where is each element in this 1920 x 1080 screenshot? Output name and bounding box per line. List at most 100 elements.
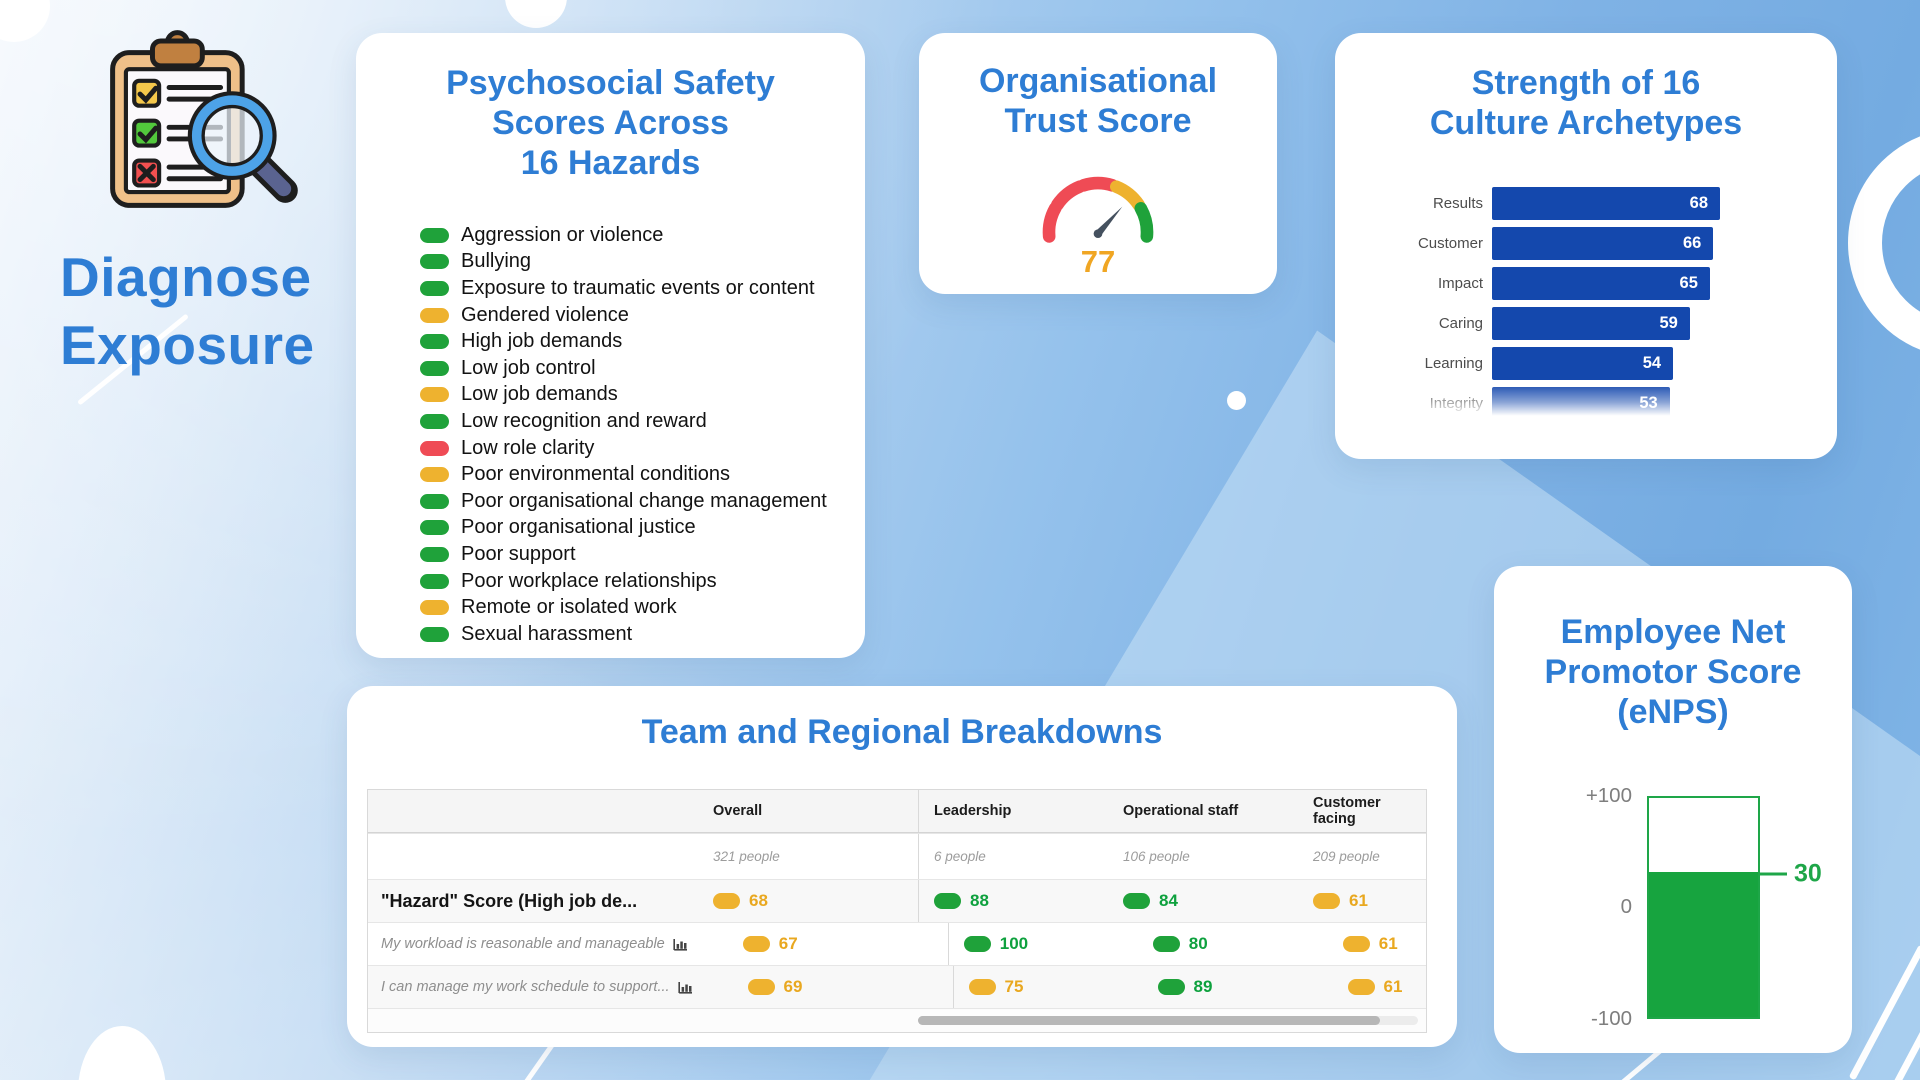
row-label-cell: I can manage my work schedule to support… [368,966,703,1008]
culture-bar-value: 66 [1682,233,1702,252]
people-count: 321 people [713,849,780,864]
score-pill [713,893,740,909]
culture-bar-value: 59 [1659,313,1678,332]
hazard-status-pill [420,626,449,642]
score-value: 67 [778,934,798,953]
score-value: 69 [783,977,803,996]
hazard-status-pill [420,520,449,536]
hazard-status-pill [420,254,449,270]
hazard-label: Poor support [461,542,576,565]
team-regional-breakdowns-card: Team and Regional Breakdowns Overall Lead… [347,686,1457,1047]
hazard-item: Low job control [420,355,855,382]
enps-axis-tick: 0 [1620,895,1632,918]
hazard-label: Low role clarity [461,436,595,459]
gauge-segment [1134,202,1154,243]
hazard-item: Low recognition and reward [420,408,855,435]
score-value: 89 [1193,977,1213,996]
clipboard-magnifier-icon [86,26,302,222]
culture-bar: 54 [1492,346,1674,380]
culture-bar-label: Results [1432,194,1483,212]
section-heading: Diagnose Exposure [60,244,315,379]
enps-axis-tick: -100 [1590,1007,1632,1030]
title-line: Promotor Score [1544,653,1802,692]
trust-card-title: Organisational Trust Score [919,61,1277,141]
enps-card: Employee Net Promotor Score (eNPS) +100 … [1494,566,1852,1053]
title-line: Organisational [978,62,1218,100]
breakdowns-card-title: Team and Regional Breakdowns [641,713,1163,751]
hazard-label: Low recognition and reward [461,409,707,432]
culture-bar-value: 68 [1689,193,1708,212]
enps-bar-chart: +100 0 -100 30 [1494,566,1852,1053]
enps-bar-outline [1647,796,1760,1019]
hazard-label: Sexual harassment [461,622,633,645]
scrollbar-thumb[interactable] [918,1016,1380,1025]
organisational-trust-card: Organisational Trust Score 77 [919,33,1277,294]
culture-card-title: Strength of 16 Culture Archetypes [1335,63,1837,143]
culture-bar-value: 65 [1679,273,1698,292]
score-cell: 69 [703,966,953,1008]
hazard-item: Low role clarity [420,435,855,462]
table-row: I can manage my work schedule to support… [368,965,1426,1008]
culture-bar: 65 [1492,266,1710,300]
score-pill [1123,893,1150,909]
bar-chart-icon[interactable] [673,938,688,951]
title-line: Culture Archetypes [1429,104,1743,143]
table-row: My workload is reasonable and manageable… [368,922,1426,965]
gauge-needle [1095,206,1123,237]
decorative-ellipse [78,1026,166,1080]
culture-bar-label: Learning [1424,354,1483,372]
hazard-list: Aggression or violence Bullying Exposure t… [420,222,855,648]
gauge-segment [1077,176,1119,192]
trust-score-value: 77 [1080,244,1116,279]
hazard-status-pill [420,360,449,376]
score-value: 68 [749,891,768,910]
horizontal-scrollbar[interactable] [918,1016,1418,1025]
hazard-item: Sexual harassment [420,621,855,648]
score-pill [742,936,770,952]
hazard-item: Aggression or violence [420,222,855,249]
score-value: 61 [1349,891,1368,910]
hazard-label: Poor organisational justice [461,516,696,539]
row-label: My workload is reasonable and manageable [381,936,665,952]
people-count [368,834,668,879]
clipboard-magnifier-svg [110,30,298,208]
decorative-ring [1848,128,1920,358]
hazard-label: Remote or isolated work [461,596,677,619]
hazard-label: Low job demands [461,383,618,406]
hazard-status-pill [420,280,449,296]
score-cell: 68 [668,880,918,922]
hazard-item: Low job demands [420,382,855,409]
hazard-label: High job demands [461,330,623,353]
culture-bar-chart: Results 68 Customer 66 Impact 65 Caring 59 Learn… [1335,183,1837,423]
decorative-circle [0,0,50,42]
score-value: 100 [999,934,1029,953]
hazard-item: Bullying [420,249,855,276]
table-people-row: 321 people 6 people 106 people 209 people [368,833,1426,879]
score-value: 88 [970,891,989,910]
hazard-status-pill [420,440,449,456]
hazard-label: Exposure to traumatic events or content [461,276,815,299]
heading-line-1: Diagnose [60,246,312,308]
title-line: Employee Net [1560,613,1786,651]
enps-marker-line [1760,872,1787,876]
score-value: 61 [1378,934,1398,953]
decorative-dot [1227,391,1246,410]
score-pill [934,893,961,909]
score-value: 80 [1188,934,1208,953]
culture-bar-row: Caring 59 [1335,303,1837,343]
bar-chart-icon[interactable] [677,981,693,994]
column-header [368,790,668,832]
score-cell: 88 [918,880,1108,922]
hazard-label: Poor environmental conditions [461,463,731,486]
score-value: 75 [1004,977,1024,996]
score-cell: 84 [1108,880,1298,922]
hazard-item: Poor organisational justice [420,515,855,542]
score-cell: 80 [1138,923,1328,965]
gauge-segment [1042,202,1062,243]
score-cell: 75 [952,966,1143,1008]
hazard-status-pill [420,413,449,429]
enps-marker-value: 30 [1794,859,1822,888]
hazard-status-pill [420,546,449,562]
psychosocial-hazards-card: Psychosocial Safety Scores Across 16 Haz… [356,33,865,658]
title-line: 16 Hazards [520,144,701,183]
